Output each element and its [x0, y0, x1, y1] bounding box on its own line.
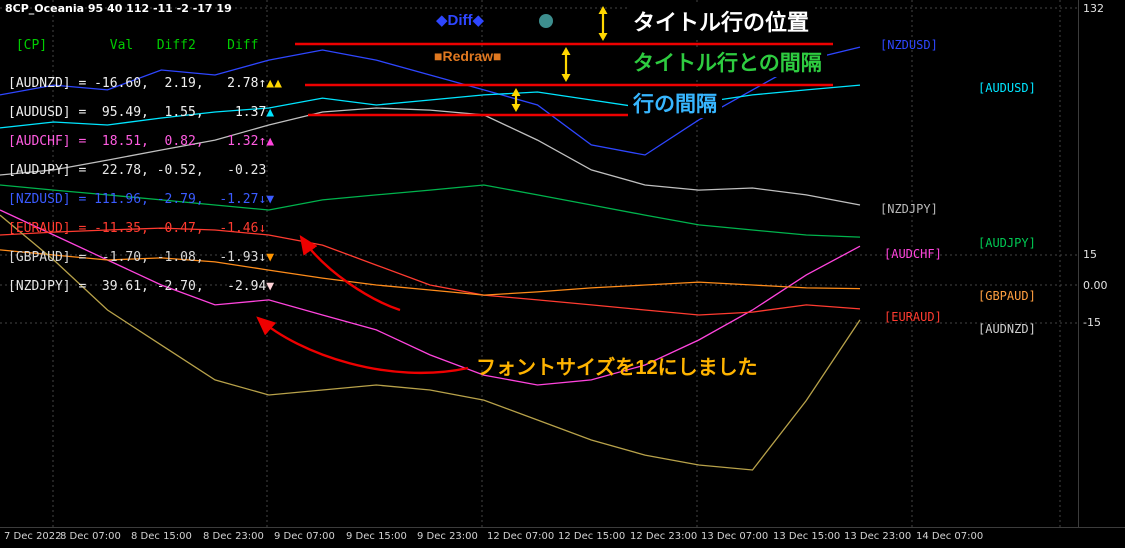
pair-line-label: [AUDJPY] — [978, 236, 1036, 250]
indicator-table-row: [GBPAUD] = -1.70, -1.08, -1.93↓▼ — [8, 250, 275, 265]
diff-direction-arrow-icon: ▼ — [266, 192, 275, 207]
x-axis-label: 9 Dec 15:00 — [346, 531, 407, 542]
series-line-nzdjpy — [0, 107, 861, 206]
pair-line-label: [NZDUSD] — [880, 38, 938, 52]
pair-line-label: [EURAUD] — [884, 310, 942, 324]
diff-direction-arrow-icon: ▼ — [266, 250, 275, 265]
y-axis-label: 132 — [1083, 2, 1104, 15]
pair-line-label: [AUDNZD] — [978, 322, 1036, 336]
price-axis-divider — [1078, 0, 1079, 527]
x-axis-label: 12 Dec 23:00 — [630, 531, 698, 542]
series-line-audnzd — [0, 214, 861, 471]
x-axis-label: 12 Dec 07:00 — [487, 531, 555, 542]
diff-direction-arrow-icon: ▲ — [266, 134, 275, 149]
teal-dot-icon — [539, 14, 553, 28]
pair-line-label: [AUDCHF] — [884, 247, 942, 261]
pair-line-label: [AUDUSD] — [978, 81, 1036, 95]
x-axis-label: 9 Dec 23:00 — [417, 531, 478, 542]
x-axis-label: 8 Dec 23:00 — [203, 531, 264, 542]
annotation-title-row-position: タイトル行の位置 — [628, 5, 815, 37]
y-axis-label: 0.00 — [1083, 279, 1108, 292]
annotation-redraw-badge: ■Redraw■ — [434, 48, 502, 64]
series-line-audjpy — [0, 184, 861, 238]
series-line-euraud — [0, 227, 861, 316]
x-axis-label: 13 Dec 15:00 — [773, 531, 841, 542]
x-axis-label: 13 Dec 23:00 — [844, 531, 912, 542]
diff-direction-arrow-icon: ▼ — [266, 279, 275, 294]
x-axis-label: 13 Dec 07:00 — [701, 531, 769, 542]
x-axis-label: 14 Dec 07:00 — [916, 531, 984, 542]
annotation-font-size-note: フォントサイズを12にしました — [476, 357, 758, 379]
annotation-row-gap: 行の間隔 — [628, 88, 722, 118]
indicator-table-row: [AUDCHF] = 18.51, 0.82, 1.32↑▲ — [8, 134, 275, 149]
indicator-table-row: [AUDNZD] = -16.60, 2.19, 2.78↑▲▲ — [8, 76, 282, 91]
measure-arrowhead-icon — [511, 104, 521, 112]
x-axis-label: 7 Dec 2022 — [4, 531, 62, 542]
series-line-gbpaud — [0, 249, 861, 296]
measure-arrowhead-icon — [511, 88, 521, 96]
x-axis-label: 9 Dec 07:00 — [274, 531, 335, 542]
y-axis-label: 15 — [1083, 248, 1097, 261]
indicator-table-row: [AUDJPY] = 22.78, -0.52, -0.23 — [8, 163, 267, 178]
annotation-title-row-gap: タイトル行との間隔 — [628, 47, 827, 77]
series-line-audchf — [0, 209, 861, 386]
pointer-arrow — [299, 235, 401, 312]
indicator-table-row: [EURAUD] = -11.35, -0.47, -1.46↓ — [8, 221, 267, 236]
annotation-diff-badge: ◆Diff◆ — [436, 12, 485, 29]
x-axis-label: 8 Dec 15:00 — [131, 531, 192, 542]
time-axis-divider — [0, 527, 1125, 528]
pointer-arrow — [256, 316, 469, 375]
measure-arrowhead-icon — [598, 33, 608, 41]
indicator-table-row: [AUDUSD] = 95.49, 1.55, 1.37▲ — [8, 105, 275, 120]
measure-arrowhead-icon — [561, 47, 571, 55]
x-axis-label: 8 Dec 07:00 — [60, 531, 121, 542]
indicator-table-row: [NZDJPY] = 39.61, -2.70, -2.94▼ — [8, 279, 275, 294]
pair-line-label: [GBPAUD] — [978, 289, 1036, 303]
chart-title: 8CP_Oceania 95 40 112 -11 -2 -17 19 — [5, 2, 232, 15]
indicator-table-header: [CP] Val Diff2 Diff — [8, 38, 259, 53]
diff-direction-arrow-icon: ▲ — [266, 105, 275, 120]
y-axis-label: -15 — [1083, 316, 1101, 329]
measure-arrowhead-icon — [561, 74, 571, 82]
pair-line-label: [NZDJPY] — [880, 202, 938, 216]
x-axis-label: 12 Dec 15:00 — [558, 531, 626, 542]
indicator-table-row: [NZDUSD] = 111.96, -2.79, -1.27↓▼ — [8, 192, 275, 207]
measure-arrowhead-icon — [598, 6, 608, 14]
diff-direction-arrow-icon: ▲▲ — [266, 76, 282, 91]
